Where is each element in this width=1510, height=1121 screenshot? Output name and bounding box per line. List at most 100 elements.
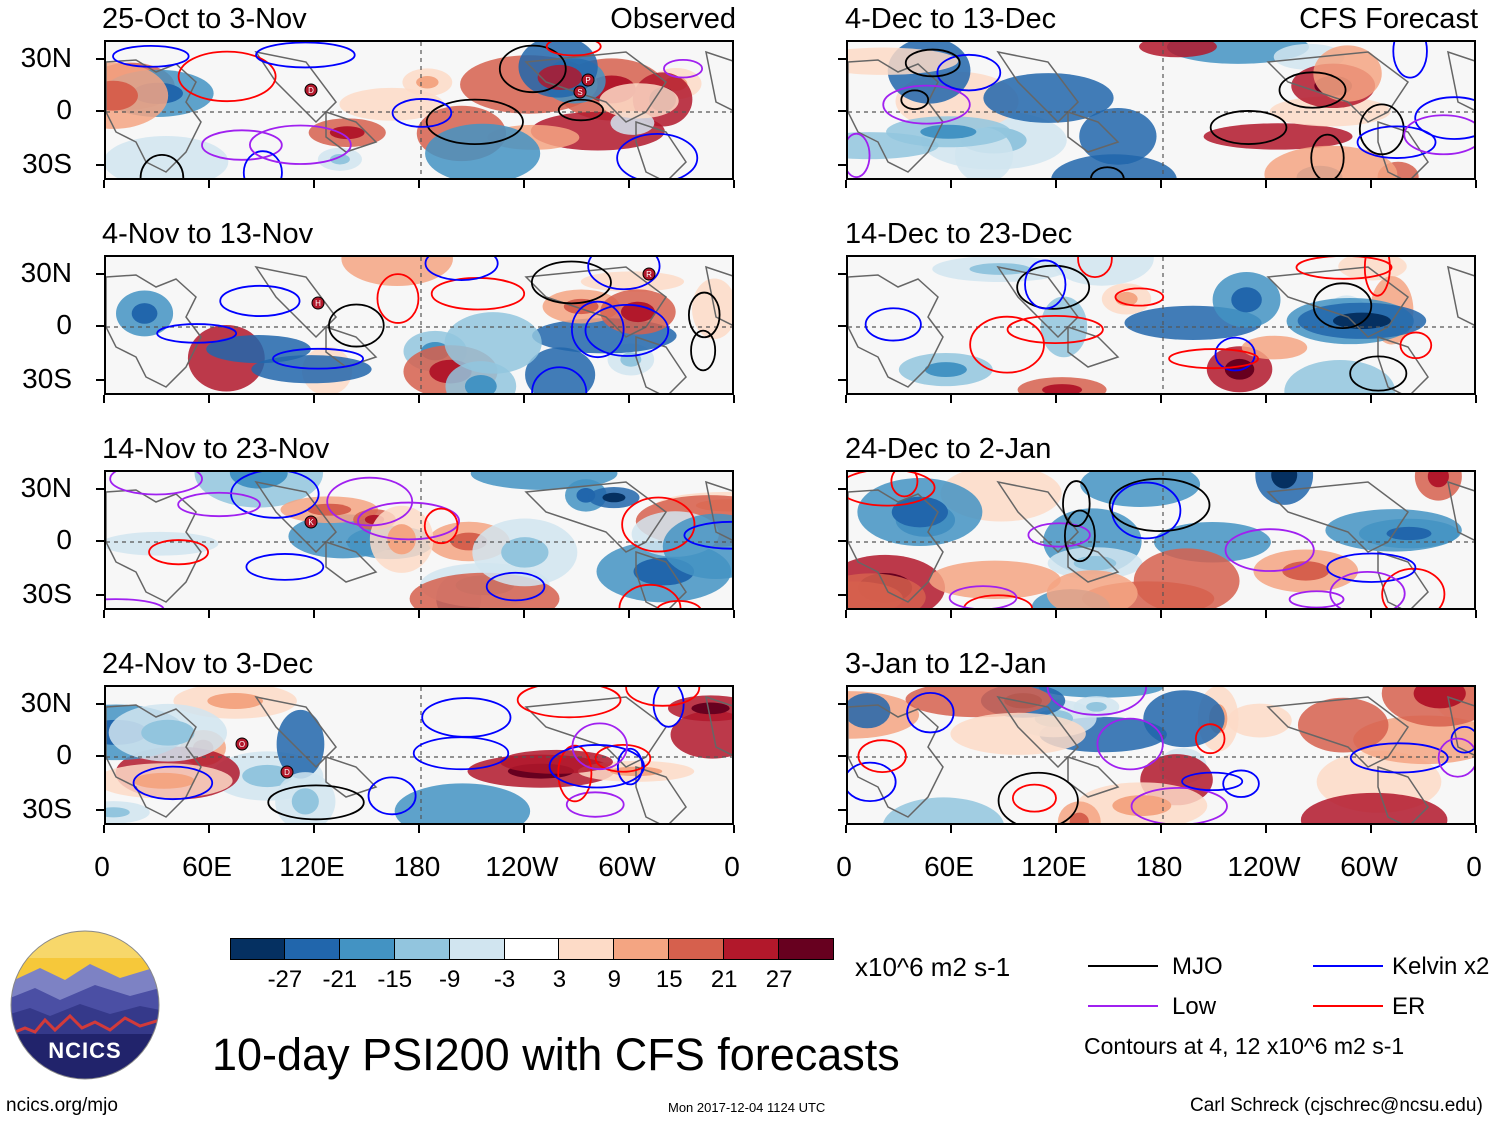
colorbar-label: -21	[322, 966, 358, 993]
y-axis-tick	[838, 164, 846, 166]
wave-contour	[425, 98, 524, 146]
wave-contour	[531, 366, 588, 393]
footer-url: ncics.org/mjo	[6, 1095, 118, 1116]
wave-contour	[864, 307, 922, 342]
y-axis-tick	[96, 703, 104, 705]
y-axis-tick	[96, 273, 104, 275]
psi-anomaly-shading	[883, 797, 1004, 823]
wave-contour	[1278, 71, 1347, 109]
wave-contour	[1006, 314, 1104, 345]
y-axis-label: 0	[56, 94, 72, 125]
y-axis-tick	[838, 379, 846, 381]
wave-contour	[1194, 723, 1226, 755]
psi-anomaly-shading	[1080, 472, 1201, 507]
storm-marker-label: D	[284, 768, 290, 777]
psi-anomaly-core	[1112, 795, 1172, 817]
x-axis-tick	[103, 610, 105, 618]
psi-anomaly-core	[329, 154, 350, 165]
logo-text: NCICS	[48, 1038, 121, 1063]
wave-contour	[1349, 742, 1449, 774]
y-axis-tick	[96, 58, 104, 60]
storm-marker: R	[642, 267, 656, 281]
map-field-5	[848, 42, 1474, 178]
x-axis-tick	[1265, 825, 1267, 833]
y-axis-label: 30S	[22, 793, 72, 824]
y-axis-tick	[838, 540, 846, 542]
observed-header: Observed	[610, 3, 736, 35]
colorbar-label: -15	[377, 966, 413, 993]
legend-mjo-line	[1088, 965, 1158, 967]
legend-low-line	[1088, 1005, 1158, 1007]
x-axis-tick	[418, 395, 420, 403]
wave-contour	[326, 476, 414, 527]
wave-contour	[963, 594, 1033, 608]
storm-marker-label: H	[315, 299, 321, 308]
map-panel-5	[846, 40, 1476, 180]
wave-contour	[376, 273, 420, 324]
panel-title-1: 25-Oct to 3-Nov	[102, 3, 307, 35]
coastline	[106, 59, 202, 173]
wave-contour	[1312, 282, 1373, 330]
storm-marker: P	[581, 73, 595, 87]
wave-contour	[177, 491, 261, 518]
x-axis-label: 180	[1135, 851, 1183, 882]
wave-contour	[106, 598, 165, 608]
panel-title-4: 24-Nov to 3-Dec	[102, 648, 314, 680]
wave-contour	[1168, 348, 1259, 370]
colorbar-units: x10^6 m2 s-1	[855, 952, 1011, 982]
x-axis-tick	[733, 825, 735, 833]
wave-contour	[1414, 96, 1474, 140]
wave-contour	[423, 507, 459, 545]
y-axis-label: 30N	[20, 257, 72, 288]
wave-contour	[904, 48, 961, 78]
x-axis-label: 60W	[1340, 851, 1398, 882]
coastline	[524, 266, 668, 338]
wave-contour	[848, 761, 897, 803]
map-field-2: HR	[106, 257, 732, 393]
wave-contour	[1358, 103, 1405, 156]
legend-low-label: Low	[1172, 993, 1217, 1020]
x-axis-tick	[733, 180, 735, 188]
wave-contour	[328, 303, 385, 348]
y-axis-tick	[96, 809, 104, 811]
psi-anomaly-shading	[1133, 548, 1240, 608]
psi-anomaly-shading	[394, 783, 531, 823]
psi-anomaly-core	[1231, 287, 1262, 313]
x-axis-tick	[103, 180, 105, 188]
wave-contour	[1108, 477, 1211, 532]
wave-contour	[530, 260, 612, 305]
x-axis-tick	[208, 825, 210, 833]
psi-anomaly-shading	[1297, 697, 1389, 753]
x-axis-tick	[1475, 395, 1477, 403]
psi-anomaly-shading	[950, 712, 1086, 755]
psi-anomaly-core	[291, 788, 319, 815]
x-axis-tick	[418, 825, 420, 833]
map-field-1: D PS	[106, 42, 732, 178]
coastline	[1447, 265, 1474, 326]
panel-title-5: 4-Dec to 13-Dec	[845, 3, 1057, 35]
wave-contour	[548, 744, 645, 789]
psi-anomaly-core	[207, 692, 263, 709]
wave-contour	[584, 303, 670, 357]
coastline	[1266, 266, 1410, 338]
coastline	[1447, 50, 1474, 111]
wave-contour	[139, 153, 185, 178]
coastline	[1266, 51, 1410, 123]
y-axis-tick	[838, 703, 846, 705]
x-axis-tick	[628, 180, 630, 188]
psi-anomaly-shading	[848, 47, 959, 75]
x-axis-label: 120E	[1021, 851, 1087, 882]
storm-marker-label: K	[308, 518, 314, 527]
coastline	[254, 50, 337, 124]
storm-marker-label: S	[577, 88, 582, 97]
x-axis-tick	[1265, 395, 1267, 403]
psi-anomaly-shading	[276, 709, 325, 779]
wave-contour	[1130, 786, 1228, 823]
legend-contour-note: Contours at 4, 12 x10^6 m2 s-1	[1084, 1033, 1405, 1059]
x-axis-tick	[1055, 395, 1057, 403]
wave-contour	[621, 496, 696, 553]
psi-anomaly-core	[1086, 701, 1107, 712]
wave-contour	[890, 472, 919, 498]
psi-anomaly-shading	[848, 693, 891, 729]
psi-anomaly-shading	[1284, 360, 1396, 393]
